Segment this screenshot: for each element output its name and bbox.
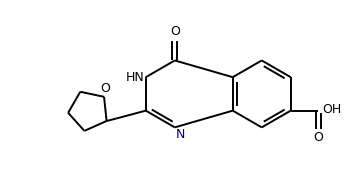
Text: HN: HN (126, 71, 145, 84)
Text: O: O (170, 25, 180, 38)
Text: OH: OH (322, 103, 341, 116)
Text: O: O (313, 131, 323, 144)
Text: O: O (100, 82, 110, 95)
Text: N: N (176, 128, 185, 141)
